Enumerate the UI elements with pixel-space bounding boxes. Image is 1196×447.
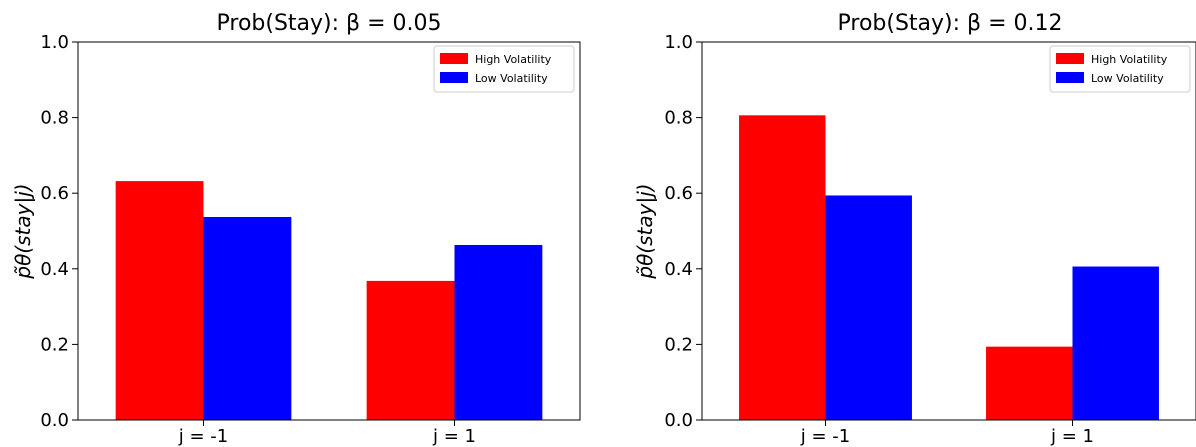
legend-swatch [440,72,468,83]
y-tick-label: 0.2 [664,334,693,355]
x-tick-label: j = 1 [1050,426,1094,447]
y-tick-label: 0.8 [40,108,69,129]
x-tick-label: j = -1 [800,426,850,447]
legend-swatch [440,53,468,64]
bar-high-volatility-1 [739,115,826,420]
chart-panel-2: 0.0 0.2 0.4 0.6 0.8 1.0 j = -1 j = 1 Prob(Stay):… [633,11,1196,447]
legend: High Volatility Low Volatility [433,45,575,93]
y-tick-label: 0.0 [664,410,693,431]
bar-high-volatility-2 [986,346,1073,420]
legend-label: Low Volatility [475,72,548,85]
legend-swatch [1056,72,1084,83]
bar-high-volatility-2 [366,280,455,420]
legend-box [433,45,575,93]
x-tick-label: j = -1 [178,426,228,447]
legend-swatch [1056,53,1084,64]
y-tick-label: 0.4 [664,259,693,280]
bar-low-volatility-1 [203,217,292,420]
chart-panel-1: 0.0 0.2 0.4 0.6 0.8 1.0 j = -1 j = 1 Prob(Stay):… [11,11,581,447]
legend-label: Low Volatility [1091,72,1164,85]
axes-frame [77,41,581,421]
y-axis-label: p̃θ(stay|j) [633,183,657,279]
y-tick-label: 0.6 [664,183,693,204]
y-tick-label: 0.8 [664,108,693,129]
bar-low-volatility-2 [454,244,543,420]
y-tick-label: 0.4 [40,259,69,280]
legend-label: High Volatility [475,53,552,66]
y-axis-label: p̃θ(stay|j) [11,183,35,279]
y-tick-label: 0.0 [40,410,69,431]
legend-box [1049,45,1191,93]
bar-low-volatility-1 [825,195,912,420]
chart-title: Prob(Stay): β = 0.12 [838,11,1063,36]
chart-title: Prob(Stay): β = 0.05 [217,11,442,36]
bar-low-volatility-2 [1072,266,1159,420]
legend: High Volatility Low Volatility [1049,45,1191,93]
y-tick-label: 0.6 [40,183,69,204]
legend-label: High Volatility [1091,53,1168,66]
bar-high-volatility-1 [115,181,204,420]
x-tick-label: j = 1 [432,426,476,447]
y-tick-label: 0.2 [40,334,69,355]
y-tick-label: 1.0 [40,32,69,53]
y-tick-label: 1.0 [664,32,693,53]
axes-frame [701,41,1196,421]
